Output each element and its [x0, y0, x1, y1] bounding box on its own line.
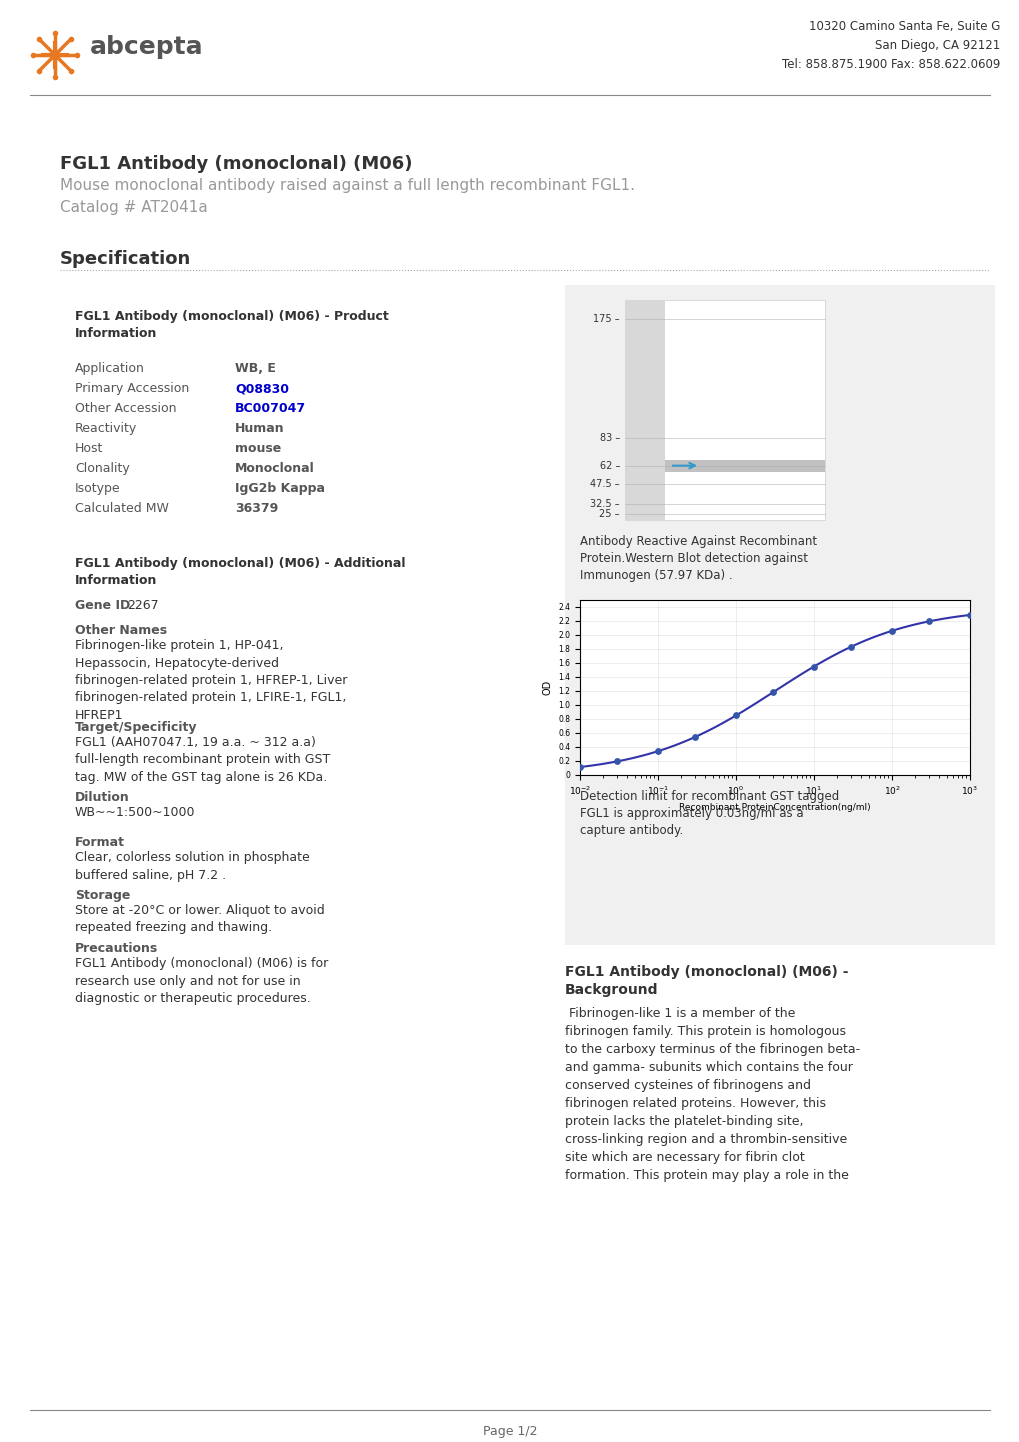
Text: 62 –: 62 – — [599, 460, 620, 470]
Text: Clonality: Clonality — [75, 461, 129, 474]
Text: Format: Format — [75, 836, 125, 849]
Text: mouse: mouse — [234, 443, 281, 456]
Text: Mouse monoclonal antibody raised against a full length recombinant FGL1.: Mouse monoclonal antibody raised against… — [60, 177, 635, 193]
Text: WB~~1:500~1000: WB~~1:500~1000 — [75, 806, 196, 819]
X-axis label: Recombinant ProteinConcentration(ng/ml): Recombinant ProteinConcentration(ng/ml) — [679, 803, 870, 812]
Text: 32.5 –: 32.5 – — [590, 499, 620, 509]
Text: Primary Accession: Primary Accession — [75, 382, 190, 395]
Text: abcepta: abcepta — [90, 35, 204, 59]
Text: 175 –: 175 – — [593, 314, 620, 324]
Text: Reactivity: Reactivity — [75, 423, 138, 435]
Point — [649, 740, 665, 763]
Bar — [625, 300, 824, 521]
Text: Precautions: Precautions — [75, 942, 158, 955]
Text: Monoclonal: Monoclonal — [234, 461, 315, 474]
Text: FGL1 Antibody (monoclonal) (M06) is for
research use only and not for use in
dia: FGL1 Antibody (monoclonal) (M06) is for … — [75, 957, 328, 1005]
Text: FGL1 Antibody (monoclonal) (M06) - Product
Information: FGL1 Antibody (monoclonal) (M06) - Produ… — [75, 310, 388, 340]
Text: IgG2b Kappa: IgG2b Kappa — [234, 482, 325, 495]
Text: Isotype: Isotype — [75, 482, 120, 495]
Text: Antibody Reactive Against Recombinant
Protein.Western Blot detection against
Imm: Antibody Reactive Against Recombinant Pr… — [580, 535, 816, 583]
Text: Calculated MW: Calculated MW — [75, 502, 169, 515]
Y-axis label: OD: OD — [542, 679, 552, 695]
Point — [961, 603, 977, 626]
Text: 10320 Camino Santa Fe, Suite G
San Diego, CA 92121
Tel: 858.875.1900 Fax: 858.62: 10320 Camino Santa Fe, Suite G San Diego… — [781, 20, 999, 71]
Text: 2267: 2267 — [127, 598, 159, 611]
Text: Specification: Specification — [60, 249, 192, 268]
Text: Detection limit for recombinant GST tagged
FGL1 is approximately 0.03ng/ml as a
: Detection limit for recombinant GST tagg… — [580, 790, 839, 836]
Text: Other Accession: Other Accession — [75, 402, 176, 415]
Bar — [625, 300, 664, 521]
Text: Human: Human — [234, 423, 284, 435]
Point — [883, 619, 900, 642]
Text: 83 –: 83 – — [599, 434, 620, 444]
Text: Fibrinogen-like protein 1, HP-041,
Hepassocin, Hepatocyte-derived
fibrinogen-rel: Fibrinogen-like protein 1, HP-041, Hepas… — [75, 639, 347, 722]
Point — [608, 750, 625, 773]
Text: Q08830: Q08830 — [234, 382, 288, 395]
Text: FGL1 Antibody (monoclonal) (M06) -
Background: FGL1 Antibody (monoclonal) (M06) - Backg… — [565, 965, 848, 998]
Bar — [565, 286, 994, 945]
Text: BC007047: BC007047 — [234, 402, 306, 415]
Point — [920, 610, 936, 633]
Text: Host: Host — [75, 443, 103, 456]
Text: Page 1/2: Page 1/2 — [482, 1425, 537, 1438]
Text: 25 –: 25 – — [599, 509, 620, 519]
Text: Store at -20°C or lower. Aliquot to avoid
repeated freezing and thawing.: Store at -20°C or lower. Aliquot to avoi… — [75, 904, 324, 934]
Text: Target/Specificity: Target/Specificity — [75, 721, 198, 734]
Text: FGL1 (AAH07047.1, 19 a.a. ~ 312 a.a)
full-length recombinant protein with GST
ta: FGL1 (AAH07047.1, 19 a.a. ~ 312 a.a) ful… — [75, 735, 330, 784]
Point — [764, 681, 781, 704]
Point — [805, 655, 821, 678]
Text: Dilution: Dilution — [75, 792, 129, 805]
Text: Other Names: Other Names — [75, 624, 167, 637]
Text: WB, E: WB, E — [234, 362, 275, 375]
Text: FGL1 Antibody (monoclonal) (M06): FGL1 Antibody (monoclonal) (M06) — [60, 154, 412, 173]
Text: FGL1 Antibody (monoclonal) (M06) - Additional
Information: FGL1 Antibody (monoclonal) (M06) - Addit… — [75, 557, 406, 587]
Text: Fibrinogen-like 1 is a member of the
fibrinogen family. This protein is homologo: Fibrinogen-like 1 is a member of the fib… — [565, 1007, 859, 1182]
Point — [687, 725, 703, 748]
Point — [843, 634, 859, 658]
Text: Clear, colorless solution in phosphate
buffered saline, pH 7.2 .: Clear, colorless solution in phosphate b… — [75, 851, 310, 881]
Text: 47.5 –: 47.5 – — [590, 479, 620, 489]
Bar — [664, 460, 824, 472]
Text: Storage: Storage — [75, 890, 130, 903]
Text: Catalog # AT2041a: Catalog # AT2041a — [60, 200, 208, 215]
Point — [728, 704, 744, 727]
Text: 36379: 36379 — [234, 502, 278, 515]
Text: Gene ID: Gene ID — [75, 598, 135, 611]
Point — [572, 756, 588, 779]
Text: Application: Application — [75, 362, 145, 375]
